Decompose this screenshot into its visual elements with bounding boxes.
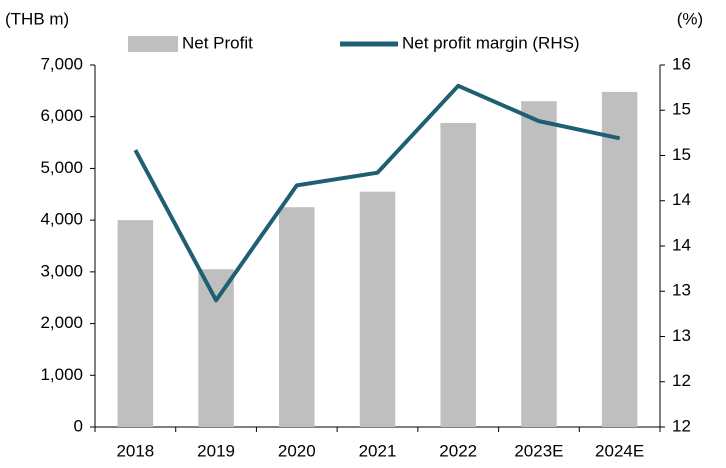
y2-tick-label: 12 [672, 371, 691, 390]
x-tick-label: 2024E [595, 441, 644, 460]
legend-label: Net Profit [182, 33, 253, 52]
y-tick-label: 2,000 [40, 313, 83, 332]
bar [359, 191, 396, 427]
x-tick-label: 2020 [278, 441, 316, 460]
y2-tick-label: 14 [672, 190, 691, 209]
y2-tick-label: 15 [672, 100, 691, 119]
legend-swatch [128, 36, 178, 52]
x-tick-label: 2019 [197, 441, 235, 460]
x-tick-label: 2021 [359, 441, 397, 460]
bar [117, 220, 154, 427]
y-tick-label: 6,000 [40, 106, 83, 125]
y-tick-label: 0 [74, 416, 83, 435]
bar [440, 122, 476, 428]
y-tick-label: 1,000 [40, 365, 83, 384]
bar [198, 269, 234, 427]
bar [279, 207, 315, 427]
y-tick-label: 4,000 [40, 210, 83, 229]
x-tick-label: 2018 [116, 441, 154, 460]
y-axis-title: (THB m) [5, 9, 69, 28]
line [133, 83, 621, 303]
y2-axis-title: (%) [677, 9, 703, 28]
bar [521, 101, 557, 427]
y2-tick-label: 16 [672, 54, 691, 73]
bar [601, 91, 638, 428]
x-tick-label: 2022 [439, 441, 477, 460]
y2-tick-label: 14 [672, 235, 691, 254]
y-tick-label: 5,000 [40, 158, 83, 177]
y2-tick-label: 13 [672, 281, 691, 300]
y2-tick-label: 13 [672, 326, 691, 345]
y2-tick-label: 12 [672, 416, 691, 435]
y-tick-label: 7,000 [40, 54, 83, 73]
y2-tick-label: 15 [672, 145, 691, 164]
y-tick-label: 3,000 [40, 261, 83, 280]
legend-label: Net profit margin (RHS) [402, 33, 580, 52]
x-tick-label: 2023E [514, 441, 563, 460]
